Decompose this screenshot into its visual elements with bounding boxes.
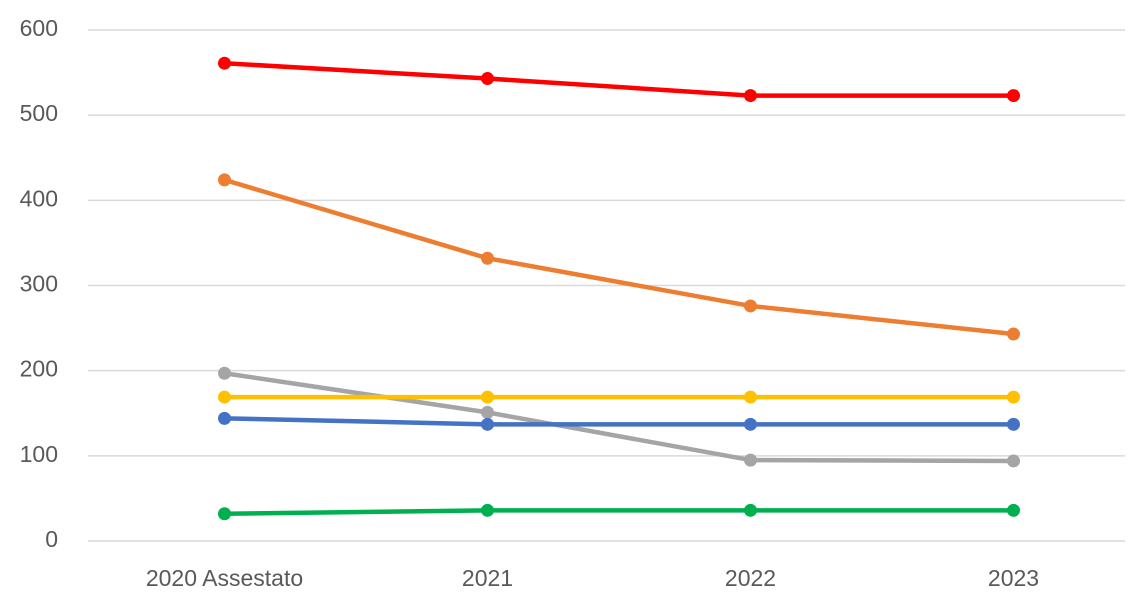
series-line [224,370,1014,464]
y-tick-label: 400 [20,185,58,211]
point [218,173,231,187]
point [481,251,494,265]
x-tick-label: 2022 [725,565,776,591]
y-tick-label: 100 [20,441,58,467]
x-tick-label: 2023 [988,565,1039,591]
series-line [223,177,1014,337]
point [481,503,494,517]
point [744,299,757,313]
point [218,56,231,70]
point [744,390,757,404]
point [1007,327,1020,341]
point [1007,89,1020,103]
point [1007,503,1020,517]
point [1007,454,1020,468]
point [744,417,757,431]
x-tick-label: 2020 Assestato [146,565,303,591]
point [218,390,231,404]
point [481,390,494,404]
point [744,453,757,467]
point [744,89,757,103]
point [218,366,231,380]
y-tick-label: 600 [20,15,58,41]
y-tick-label: 0 [45,526,58,552]
x-tick-label: 2021 [462,565,513,591]
y-tick-label: 300 [20,271,58,297]
point [481,405,494,419]
y-tick-label: 500 [20,100,58,126]
series-line [224,508,1014,516]
point [481,417,494,431]
series-line [224,416,1014,427]
point [218,507,231,521]
y-tick-label: 200 [20,356,58,382]
point [218,411,231,425]
point [744,503,757,517]
point [1007,417,1020,431]
point [1007,390,1020,404]
series-line [224,60,1014,98]
point [481,72,494,86]
